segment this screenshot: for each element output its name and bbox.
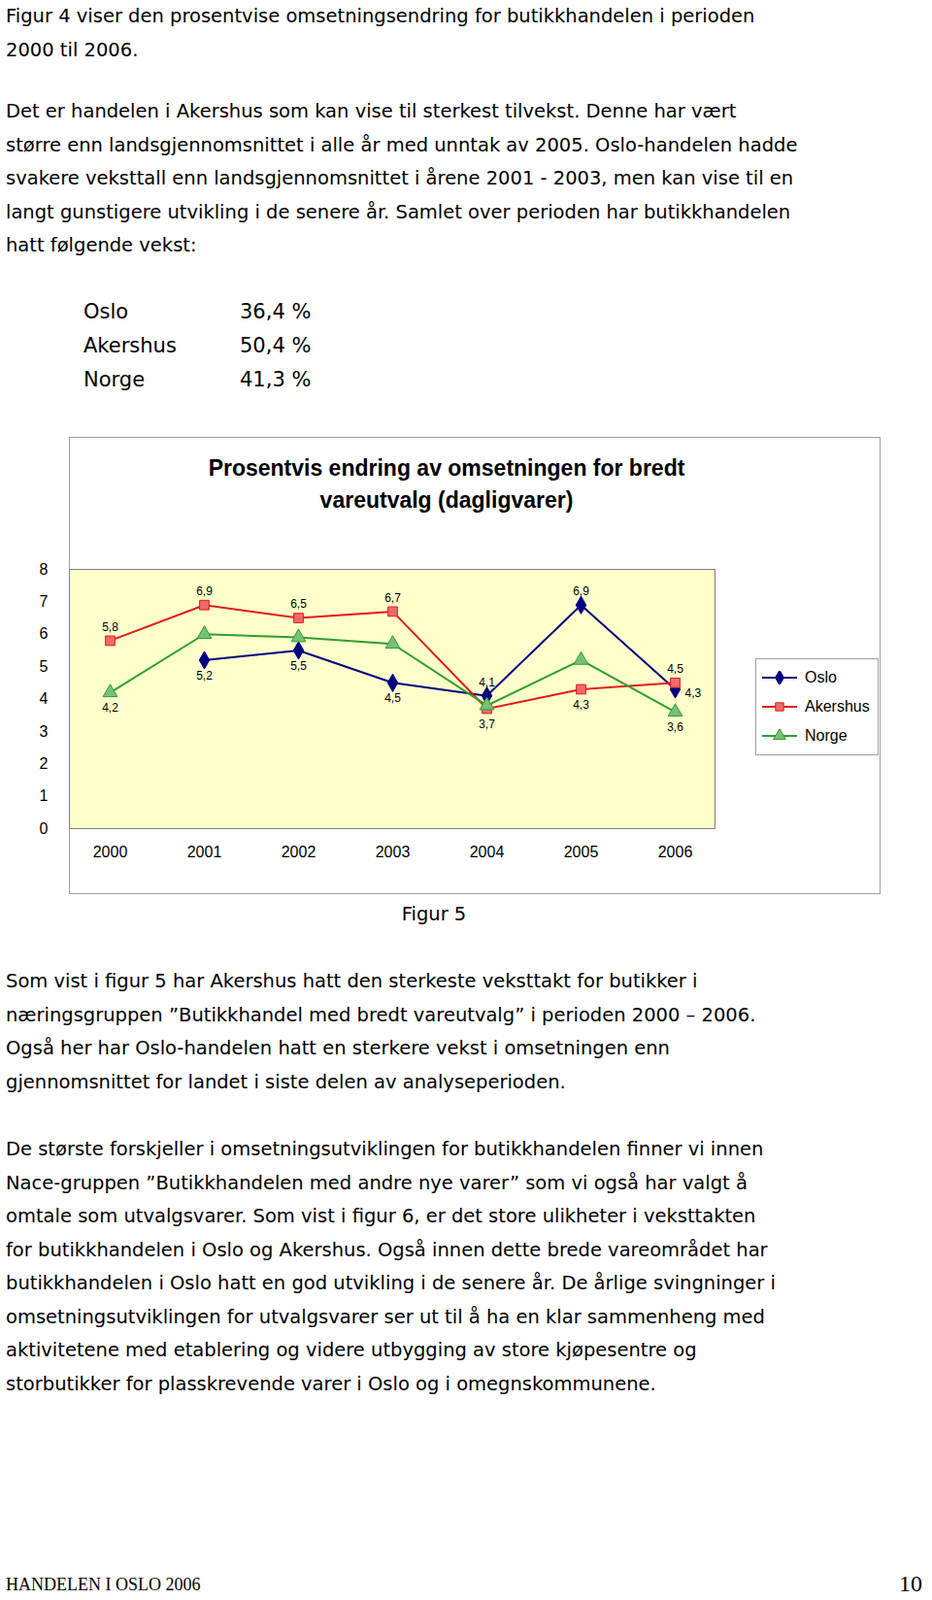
html-text:Figur 5: Figur 5 xyxy=(401,902,467,926)
svg-text:4,5: 4,5 xyxy=(666,662,684,676)
html-text:svakere veksttall enn landsgje: svakere veksttall enn landsgjennomsnitte… xyxy=(5,166,794,190)
html-text:HANDELEN I OSLO 2006: HANDELEN I OSLO 2006 xyxy=(5,1574,201,1595)
html-text:Oslo: Oslo xyxy=(83,299,129,324)
html-text:Som vist i figur 5 har Akershu: Som vist i figur 5 har Akershus hatt den… xyxy=(5,969,698,993)
svg-text:2001: 2001 xyxy=(187,843,223,861)
svg-text:2004: 2004 xyxy=(469,843,505,861)
svg-text:2000: 2000 xyxy=(93,843,129,861)
html-text:gjennomsnittet for landet i si: gjennomsnittet for landet i siste delen … xyxy=(5,1070,566,1093)
svg-text:2005: 2005 xyxy=(564,843,600,861)
html-text:aktivitetene med etablering og: aktivitetene med etablering og videre ut… xyxy=(5,1338,697,1362)
svg-text:1: 1 xyxy=(39,787,49,804)
svg-text:5: 5 xyxy=(39,658,49,675)
svg-text:4: 4 xyxy=(39,690,49,707)
html-text:2000 til 2006.: 2000 til 2006. xyxy=(5,38,139,61)
svg-text:2006: 2006 xyxy=(658,843,694,861)
svg-text:4,2: 4,2 xyxy=(101,700,119,715)
html-text:41,3 %: 41,3 % xyxy=(239,367,312,392)
svg-text:3: 3 xyxy=(39,722,49,739)
svg-text:6,9: 6,9 xyxy=(572,584,590,599)
html-text:Også her har Oslo-handelen hat: Også her har Oslo-handelen hatt en sterk… xyxy=(5,1036,670,1060)
html-text:Prosentvis endring av omsetnin: Prosentvis endring av omsetningen for br… xyxy=(208,455,685,513)
svg-text:6: 6 xyxy=(39,625,49,642)
svg-text:4,3: 4,3 xyxy=(572,698,590,712)
svg-text:6,9: 6,9 xyxy=(196,584,213,599)
html-text:større enn landsgjennomsnittet: større enn landsgjennomsnittet i alle år… xyxy=(5,133,798,156)
svg-text:5,8: 5,8 xyxy=(101,620,119,634)
html-text:Oslo: Oslo xyxy=(804,668,837,686)
html-text:hatt følgende vekst:: hatt følgende vekst: xyxy=(5,233,197,257)
svg-text:2003: 2003 xyxy=(375,843,411,861)
html-text:Nace-gruppen ”Butikkhandelen m: Nace-gruppen ”Butikkhandelen med andre n… xyxy=(5,1171,748,1194)
svg-text:6,5: 6,5 xyxy=(290,597,307,611)
html-text:10: 10 xyxy=(898,1570,923,1597)
svg-text:4,5: 4,5 xyxy=(384,691,401,705)
html-text:Norge: Norge xyxy=(804,727,848,744)
html-text:omtale som utvalgsvarer. Som v: omtale som utvalgsvarer. Som vist i figu… xyxy=(5,1204,756,1228)
html-text:langt gunstigere utvikling i d: langt gunstigere utvikling i de senere å… xyxy=(5,200,791,223)
svg-text:3,7: 3,7 xyxy=(478,717,496,732)
svg-text:4,3: 4,3 xyxy=(685,686,702,700)
html-text:omsetningsutviklingen for utva: omsetningsutviklingen for utvalgsvarer s… xyxy=(5,1305,766,1328)
html-text:Det er handelen i Akershus som: Det er handelen i Akershus som kan vise … xyxy=(5,99,737,123)
svg-text:3,6: 3,6 xyxy=(666,720,684,734)
svg-text:7: 7 xyxy=(39,593,49,610)
html-text:Akershus: Akershus xyxy=(83,333,177,358)
svg-text:8: 8 xyxy=(39,561,49,578)
svg-text:5,2: 5,2 xyxy=(196,668,213,683)
html-text:Figur 4 viser den prosentvise: Figur 4 viser den prosentvise omsetnings… xyxy=(5,4,755,28)
html-text:Norge: Norge xyxy=(83,367,145,392)
html-text:De største forskjeller i omset: De største forskjeller i omsetningsutvik… xyxy=(5,1137,764,1161)
html-text:50,4 %: 50,4 % xyxy=(239,333,312,358)
html-text:butikkhandelen i Oslo hatt en: butikkhandelen i Oslo hatt en god utvikl… xyxy=(5,1271,776,1295)
svg-text:2002: 2002 xyxy=(281,843,317,861)
html-text:næringsgruppen ”Butikkhandel m: næringsgruppen ”Butikkhandel med bredt v… xyxy=(5,1003,756,1026)
svg-text:5,5: 5,5 xyxy=(290,659,307,673)
svg-text:2: 2 xyxy=(39,755,49,772)
html-text:Akershus: Akershus xyxy=(804,698,870,715)
svg-text:0: 0 xyxy=(39,820,49,837)
svg-text:6,7: 6,7 xyxy=(384,591,401,605)
svg-text:4,1: 4,1 xyxy=(478,675,496,690)
html-text:36,4 %: 36,4 % xyxy=(239,299,312,324)
html-text:for butikkhandelen i Oslo og A: for butikkhandelen i Oslo og Akershus. O… xyxy=(5,1238,768,1261)
html-text:storbutikker for plasskrevende: storbutikker for plasskrevende varer i O… xyxy=(5,1372,657,1395)
